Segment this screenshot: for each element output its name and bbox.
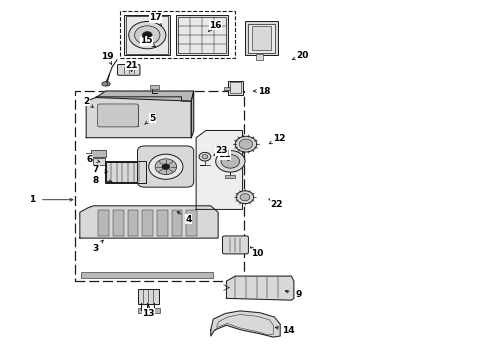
Polygon shape [191, 91, 194, 138]
Bar [224, 87, 230, 90]
Text: 6: 6 [87, 155, 93, 164]
Bar [138, 309, 160, 313]
Bar [172, 211, 182, 235]
Circle shape [102, 82, 108, 86]
Circle shape [239, 139, 253, 149]
Bar [186, 211, 197, 235]
FancyBboxPatch shape [222, 236, 248, 254]
Bar [175, 15, 228, 55]
Text: 16: 16 [209, 21, 222, 30]
Bar [113, 211, 124, 235]
Circle shape [143, 32, 152, 39]
Bar [98, 211, 109, 235]
Bar [75, 91, 244, 281]
FancyBboxPatch shape [138, 146, 194, 187]
Bar [81, 272, 213, 278]
Bar [228, 81, 243, 95]
FancyBboxPatch shape [118, 64, 140, 75]
Text: 4: 4 [186, 215, 192, 224]
Polygon shape [80, 206, 218, 238]
Circle shape [236, 191, 254, 204]
Bar [143, 211, 153, 235]
Circle shape [149, 154, 183, 179]
Text: 22: 22 [270, 200, 283, 209]
Bar [91, 150, 106, 157]
Text: 3: 3 [93, 244, 99, 253]
Circle shape [135, 26, 160, 44]
Bar [128, 211, 139, 235]
Text: 11: 11 [218, 150, 231, 159]
Bar [248, 24, 275, 53]
Text: 10: 10 [251, 249, 264, 258]
Polygon shape [86, 97, 191, 138]
Circle shape [199, 152, 211, 161]
Circle shape [162, 164, 170, 170]
Bar [245, 21, 278, 55]
Text: 21: 21 [125, 61, 138, 70]
Text: 8: 8 [93, 176, 99, 185]
Bar [98, 105, 138, 126]
Text: 12: 12 [273, 134, 286, 143]
Text: 7: 7 [93, 166, 99, 175]
Text: 17: 17 [149, 13, 162, 22]
Circle shape [216, 150, 245, 172]
Circle shape [202, 154, 208, 159]
Text: 2: 2 [83, 96, 89, 105]
Bar [105, 161, 146, 183]
Text: 1: 1 [29, 195, 36, 204]
Polygon shape [211, 311, 280, 337]
Text: 14: 14 [282, 326, 294, 335]
Text: 19: 19 [101, 52, 114, 61]
Bar [138, 289, 159, 304]
Bar [157, 211, 168, 235]
Circle shape [221, 154, 240, 168]
Text: 15: 15 [140, 36, 152, 45]
Circle shape [155, 159, 176, 175]
Text: 18: 18 [258, 86, 271, 95]
Bar [121, 12, 235, 58]
Circle shape [235, 136, 257, 152]
Text: 5: 5 [149, 114, 155, 123]
Bar [178, 17, 226, 53]
Bar [225, 175, 235, 178]
Bar [126, 17, 168, 54]
Polygon shape [96, 91, 194, 101]
Text: 20: 20 [296, 51, 309, 60]
Text: 9: 9 [295, 289, 302, 298]
Text: 13: 13 [143, 309, 155, 318]
Polygon shape [196, 131, 243, 210]
Circle shape [104, 82, 110, 86]
FancyBboxPatch shape [98, 104, 139, 127]
Bar [150, 85, 159, 89]
Circle shape [240, 194, 250, 201]
Circle shape [129, 22, 166, 49]
Bar [252, 26, 271, 50]
Polygon shape [226, 276, 294, 300]
Bar [256, 54, 263, 59]
Bar [106, 162, 145, 182]
Bar [93, 158, 105, 165]
Bar [230, 82, 241, 93]
Bar [124, 15, 170, 55]
Text: 23: 23 [215, 146, 228, 155]
